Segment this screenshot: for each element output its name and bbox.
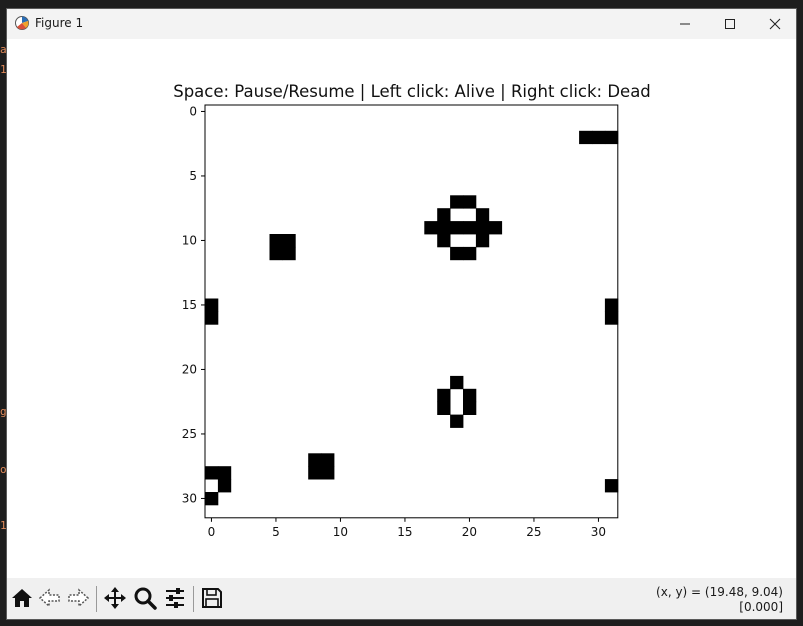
alive-cell[interactable] bbox=[450, 414, 464, 428]
back-arrow-icon bbox=[38, 586, 62, 614]
y-tick-label: 25 bbox=[182, 427, 197, 441]
background-terminal: a 1 g o 1 bbox=[0, 0, 6, 626]
pan-icon bbox=[103, 586, 127, 614]
alive-cell[interactable] bbox=[450, 246, 464, 261]
toolbar-separator bbox=[96, 586, 97, 612]
x-tick-label: 5 bbox=[272, 525, 280, 539]
title-bar[interactable]: Figure 1 bbox=[7, 9, 796, 39]
terminal-char: g bbox=[0, 406, 6, 418]
minimize-button[interactable] bbox=[662, 9, 708, 39]
alive-cell[interactable] bbox=[269, 234, 283, 248]
alive-cell[interactable] bbox=[205, 466, 219, 480]
figure-canvas[interactable]: Space: Pause/Resume | Left click: Alive … bbox=[7, 39, 796, 578]
home-icon bbox=[10, 586, 34, 614]
x-tick-label: 15 bbox=[397, 525, 412, 539]
alive-cell[interactable] bbox=[437, 221, 451, 235]
close-icon bbox=[769, 15, 781, 34]
alive-cell[interactable] bbox=[205, 298, 219, 312]
alive-cell[interactable] bbox=[437, 401, 451, 415]
minimize-icon bbox=[679, 15, 691, 34]
alive-cell[interactable] bbox=[604, 479, 619, 493]
alive-cell[interactable] bbox=[475, 221, 490, 235]
x-tick-label: 20 bbox=[462, 525, 477, 539]
alive-cell[interactable] bbox=[604, 311, 619, 325]
save-button[interactable] bbox=[199, 587, 225, 613]
forward-arrow-icon bbox=[66, 586, 90, 614]
toolbar-separator bbox=[193, 586, 194, 612]
y-tick-label: 10 bbox=[182, 233, 197, 247]
terminal-char: o bbox=[0, 464, 6, 476]
alive-cell[interactable] bbox=[205, 311, 219, 325]
alive-cell[interactable] bbox=[463, 388, 477, 403]
alive-cell[interactable] bbox=[437, 208, 451, 222]
save-icon bbox=[200, 586, 224, 614]
alive-cell[interactable] bbox=[463, 195, 477, 209]
life-grid-chart[interactable]: Space: Pause/Resume | Left click: Alive … bbox=[7, 39, 797, 578]
alive-cell[interactable] bbox=[604, 130, 619, 145]
alive-cell[interactable] bbox=[282, 246, 296, 261]
y-tick-label: 30 bbox=[182, 491, 197, 505]
alive-cell[interactable] bbox=[424, 221, 438, 235]
alive-cell[interactable] bbox=[437, 388, 451, 403]
sliders-icon bbox=[163, 586, 187, 614]
alive-cell[interactable] bbox=[592, 130, 606, 145]
matplotlib-figure-icon bbox=[14, 15, 30, 31]
alive-cell[interactable] bbox=[579, 130, 593, 145]
close-button[interactable] bbox=[752, 9, 796, 39]
alive-cell[interactable] bbox=[604, 298, 619, 312]
alive-cell[interactable] bbox=[321, 466, 335, 480]
coords-readout: (x, y) = (19.48, 9.04) bbox=[656, 585, 783, 599]
alive-cell[interactable] bbox=[437, 234, 451, 248]
home-button[interactable] bbox=[9, 587, 35, 613]
alive-cell[interactable] bbox=[450, 375, 464, 390]
alive-cell[interactable] bbox=[450, 195, 464, 209]
y-tick-label: 15 bbox=[182, 298, 197, 312]
terminal-char: 1 bbox=[0, 64, 6, 76]
x-tick-label: 30 bbox=[591, 525, 606, 539]
y-tick-label: 0 bbox=[189, 104, 197, 118]
configure-subplots-button[interactable] bbox=[162, 587, 188, 613]
window-title: Figure 1 bbox=[35, 16, 84, 30]
alive-cell[interactable] bbox=[282, 234, 296, 248]
x-tick-label: 10 bbox=[333, 525, 348, 539]
axes-frame bbox=[204, 104, 619, 519]
terminal-char: a bbox=[0, 44, 6, 56]
cell-layer bbox=[205, 130, 619, 506]
y-tick-label: 5 bbox=[189, 169, 197, 183]
maximize-icon bbox=[724, 15, 736, 34]
x-tick-label: 25 bbox=[526, 525, 541, 539]
cursor-coordinates: (x, y) = (19.48, 9.04) [0.000] bbox=[656, 585, 783, 615]
alive-cell[interactable] bbox=[463, 221, 477, 235]
x-axis: 0 5 10 15 20 25 30 bbox=[208, 517, 606, 539]
alive-cell[interactable] bbox=[269, 246, 283, 261]
maximize-button[interactable] bbox=[707, 9, 753, 39]
alive-cell[interactable] bbox=[205, 492, 219, 506]
zoom-button[interactable] bbox=[132, 587, 158, 613]
alive-cell[interactable] bbox=[488, 221, 503, 235]
figure-window: Figure 1 Space: Pause/Resume | Left clic… bbox=[6, 8, 797, 620]
y-axis: 0 5 10 15 20 25 30 bbox=[182, 104, 205, 505]
alive-cell[interactable] bbox=[475, 234, 490, 248]
alive-cell[interactable] bbox=[475, 208, 490, 222]
alive-cell[interactable] bbox=[321, 453, 335, 467]
x-tick-label: 0 bbox=[208, 525, 216, 539]
alive-cell[interactable] bbox=[450, 221, 464, 235]
alive-cell[interactable] bbox=[308, 466, 322, 480]
back-button[interactable] bbox=[37, 587, 63, 613]
alive-cell[interactable] bbox=[217, 479, 232, 493]
pan-button[interactable] bbox=[102, 587, 128, 613]
alive-cell[interactable] bbox=[217, 466, 232, 480]
zoom-icon bbox=[133, 586, 157, 614]
y-tick-label: 20 bbox=[182, 362, 197, 376]
terminal-char: 1 bbox=[0, 520, 6, 532]
chart-title: Space: Pause/Resume | Left click: Alive … bbox=[173, 82, 651, 101]
alive-cell[interactable] bbox=[463, 401, 477, 415]
value-readout: [0.000] bbox=[739, 600, 783, 614]
alive-cell[interactable] bbox=[308, 453, 322, 467]
forward-button[interactable] bbox=[65, 587, 91, 613]
navigation-toolbar: (x, y) = (19.48, 9.04) [0.000] bbox=[7, 578, 796, 619]
alive-cell[interactable] bbox=[463, 246, 477, 261]
